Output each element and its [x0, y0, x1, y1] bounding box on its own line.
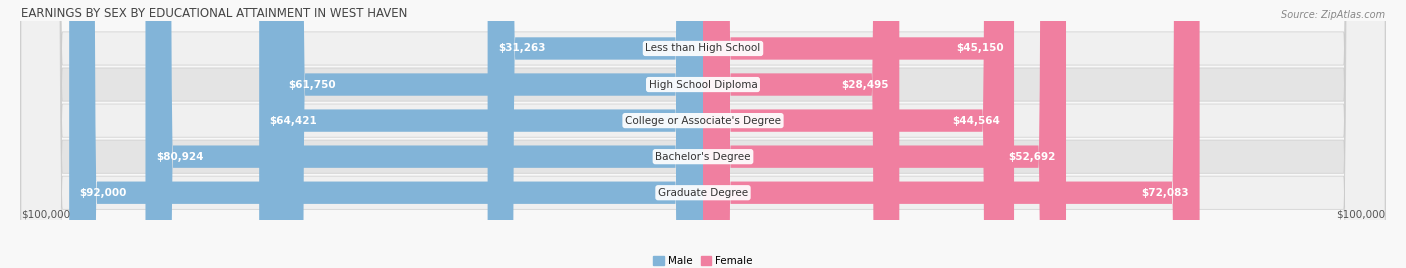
FancyBboxPatch shape [259, 0, 703, 268]
Text: Source: ZipAtlas.com: Source: ZipAtlas.com [1281, 10, 1385, 20]
FancyBboxPatch shape [21, 0, 1385, 268]
Text: $80,924: $80,924 [156, 152, 204, 162]
Text: EARNINGS BY SEX BY EDUCATIONAL ATTAINMENT IN WEST HAVEN: EARNINGS BY SEX BY EDUCATIONAL ATTAINMEN… [21, 7, 408, 20]
Text: Bachelor's Degree: Bachelor's Degree [655, 152, 751, 162]
Text: $44,564: $44,564 [952, 116, 1000, 126]
Text: Graduate Degree: Graduate Degree [658, 188, 748, 198]
Text: $52,692: $52,692 [1008, 152, 1056, 162]
FancyBboxPatch shape [703, 0, 1014, 268]
Text: $92,000: $92,000 [80, 188, 127, 198]
Text: High School Diploma: High School Diploma [648, 80, 758, 90]
FancyBboxPatch shape [703, 0, 1066, 268]
FancyBboxPatch shape [488, 0, 703, 268]
Text: $61,750: $61,750 [288, 80, 336, 90]
FancyBboxPatch shape [145, 0, 703, 268]
FancyBboxPatch shape [277, 0, 703, 268]
FancyBboxPatch shape [703, 0, 900, 268]
Text: $45,150: $45,150 [956, 43, 1004, 54]
Text: $100,000: $100,000 [21, 209, 70, 219]
FancyBboxPatch shape [21, 0, 1385, 268]
Text: $100,000: $100,000 [1336, 209, 1385, 219]
Text: $31,263: $31,263 [498, 43, 546, 54]
FancyBboxPatch shape [703, 0, 1199, 268]
FancyBboxPatch shape [703, 0, 1010, 268]
Text: College or Associate's Degree: College or Associate's Degree [626, 116, 780, 126]
FancyBboxPatch shape [21, 0, 1385, 268]
Text: $64,421: $64,421 [270, 116, 318, 126]
Text: $28,495: $28,495 [841, 80, 889, 90]
FancyBboxPatch shape [21, 0, 1385, 268]
FancyBboxPatch shape [21, 0, 1385, 268]
Legend: Male, Female: Male, Female [650, 252, 756, 268]
Text: Less than High School: Less than High School [645, 43, 761, 54]
FancyBboxPatch shape [69, 0, 703, 268]
Text: $72,083: $72,083 [1142, 188, 1189, 198]
